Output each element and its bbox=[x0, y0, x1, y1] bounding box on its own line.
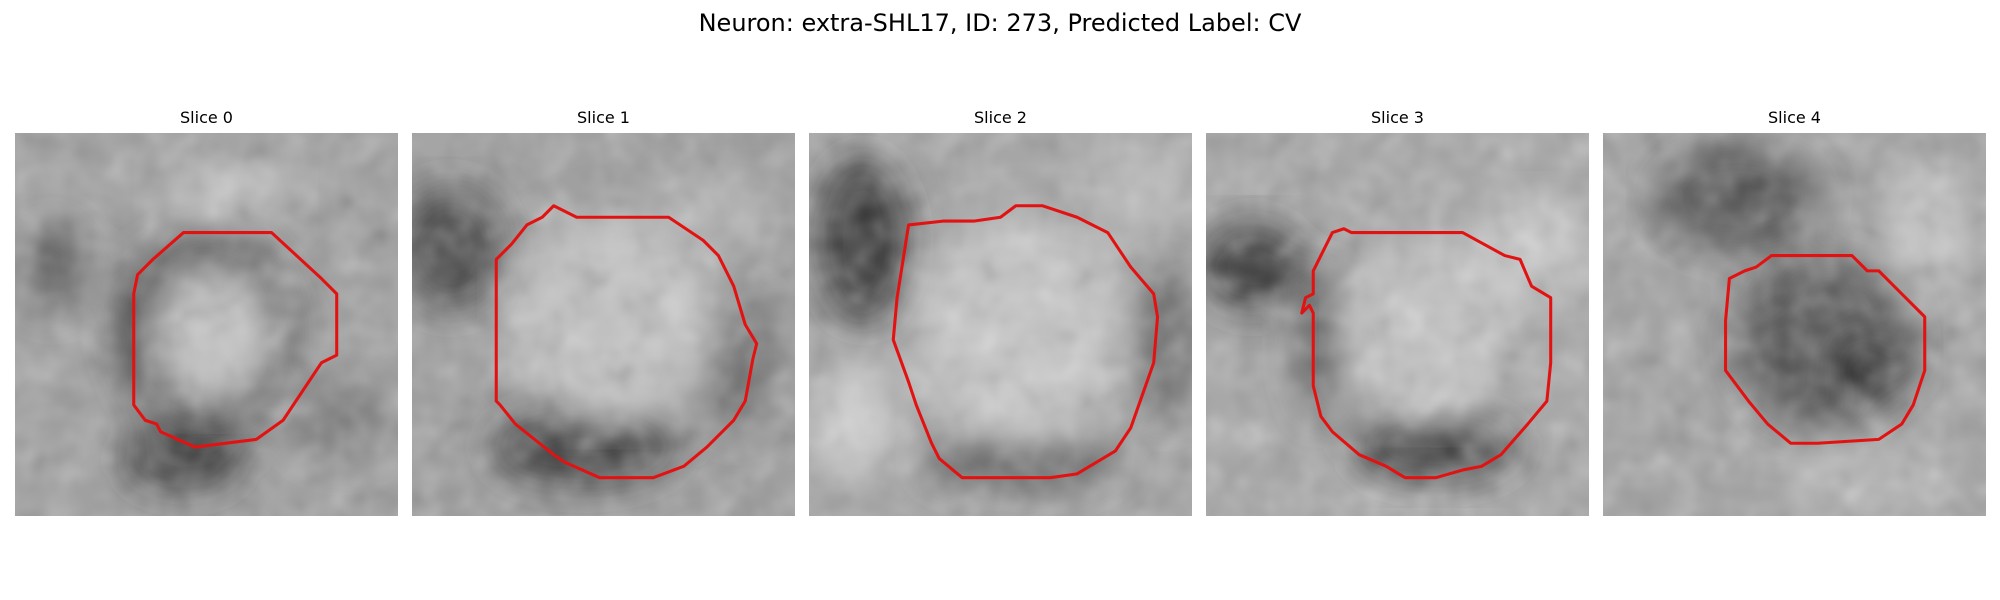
slice-title: Slice 2 bbox=[809, 108, 1192, 128]
slice-panel-2: Slice 2 bbox=[809, 108, 1192, 516]
slice-panel-1: Slice 1 bbox=[412, 108, 795, 516]
slice-image bbox=[1206, 133, 1589, 516]
slice-panel-4: Slice 4 bbox=[1603, 108, 1986, 516]
slice-title: Slice 1 bbox=[412, 108, 795, 128]
slice-image bbox=[809, 133, 1192, 516]
slice-title: Slice 4 bbox=[1603, 108, 1986, 128]
slice-panel-3: Slice 3 bbox=[1206, 108, 1589, 516]
slice-title: Slice 0 bbox=[15, 108, 398, 128]
slice-image bbox=[1603, 133, 1986, 516]
slice-image bbox=[412, 133, 795, 516]
slice-title: Slice 3 bbox=[1206, 108, 1589, 128]
figure-title: Neuron: extra-SHL17, ID: 273, Predicted … bbox=[0, 8, 2000, 38]
slice-image bbox=[15, 133, 398, 516]
slice-panel-0: Slice 0 bbox=[15, 108, 398, 516]
